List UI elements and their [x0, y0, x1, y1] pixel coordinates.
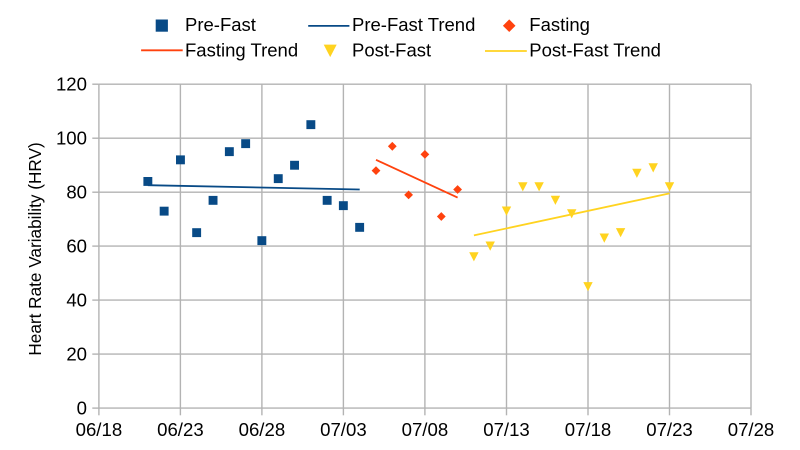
svg-text:07/08: 07/08 [402, 419, 449, 440]
svg-text:100: 100 [56, 128, 87, 149]
svg-text:Fasting: Fasting [529, 14, 590, 35]
svg-text:Pre-Fast: Pre-Fast [185, 14, 256, 35]
svg-text:07/03: 07/03 [320, 419, 367, 440]
svg-text:Post-Fast: Post-Fast [352, 39, 431, 60]
svg-text:07/28: 07/28 [728, 419, 775, 440]
svg-text:0: 0 [77, 398, 87, 419]
svg-text:80: 80 [66, 182, 87, 203]
svg-text:20: 20 [66, 344, 87, 365]
svg-text:60: 60 [66, 236, 87, 257]
svg-text:06/23: 06/23 [157, 419, 204, 440]
svg-text:Heart Rate Variability (HRV): Heart Rate Variability (HRV) [25, 142, 45, 355]
svg-text:06/28: 06/28 [239, 419, 286, 440]
svg-text:40: 40 [66, 290, 87, 311]
svg-text:Pre-Fast Trend: Pre-Fast Trend [352, 14, 475, 35]
svg-text:07/13: 07/13 [483, 419, 530, 440]
svg-text:Post-Fast Trend: Post-Fast Trend [529, 39, 661, 60]
svg-text:Fasting Trend: Fasting Trend [185, 39, 298, 60]
svg-text:120: 120 [56, 74, 87, 95]
svg-text:07/18: 07/18 [565, 419, 612, 440]
svg-text:06/18: 06/18 [76, 419, 123, 440]
svg-text:07/23: 07/23 [646, 419, 693, 440]
